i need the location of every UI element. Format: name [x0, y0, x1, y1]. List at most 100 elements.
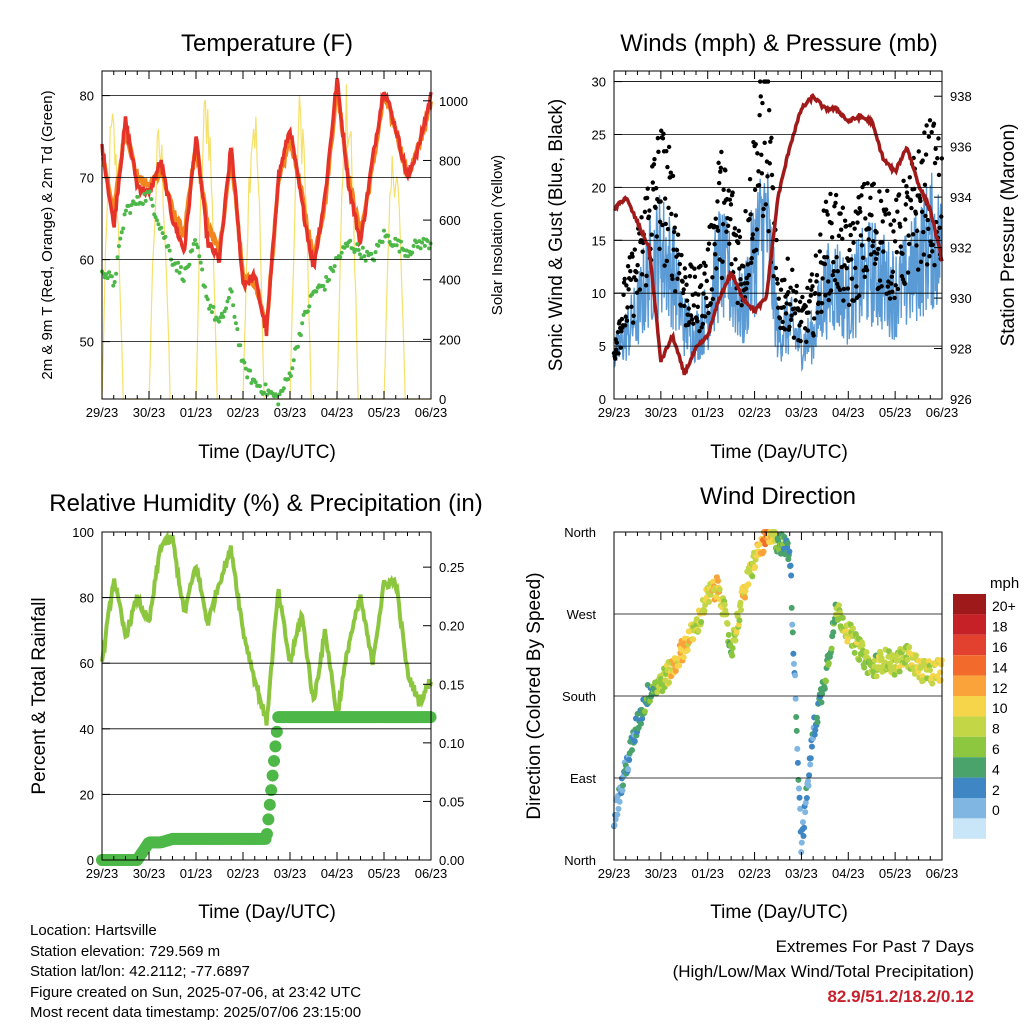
- extremes-subtitle: (High/Low/Max Wind/Total Precipitation): [672, 962, 974, 981]
- dewpoint-point: [231, 303, 236, 308]
- legend-label: 0: [992, 802, 1000, 818]
- direction-point: [793, 713, 800, 720]
- gust-point: [837, 287, 843, 293]
- gust-point: [871, 181, 876, 186]
- direction-point: [801, 824, 808, 831]
- gust-point: [915, 267, 921, 272]
- gust-point: [883, 212, 888, 217]
- humidity-xlabel: Time (Day/UTC): [198, 902, 336, 923]
- gust-point: [695, 319, 700, 324]
- dewpoint-point: [286, 377, 291, 382]
- wind-ytick-label: 20: [592, 180, 606, 195]
- gust-point: [792, 311, 798, 316]
- gust-point: [877, 189, 882, 194]
- gust-point: [859, 193, 864, 198]
- direction-point: [742, 588, 749, 595]
- gust-point: [708, 301, 713, 306]
- gust-point: [625, 263, 631, 269]
- gust-point: [768, 139, 773, 144]
- gust-point: [832, 277, 838, 283]
- direction-point: [839, 614, 846, 621]
- gust-point: [684, 298, 690, 303]
- sonic-wind-line: [613, 172, 943, 373]
- gust-point: [647, 208, 652, 213]
- gust-point: [705, 247, 711, 252]
- rh-ytick-right-label: 0.20: [439, 619, 464, 634]
- dewpoint-point: [376, 243, 381, 248]
- relative-humidity-line: [100, 530, 433, 726]
- gust-point: [805, 285, 810, 291]
- dewpoint-point: [181, 278, 186, 283]
- gust-point: [746, 272, 752, 278]
- direction-point: [891, 671, 898, 678]
- gust-point: [675, 276, 680, 282]
- temp-ytick-label: 60: [80, 253, 94, 268]
- gust-point: [823, 199, 829, 205]
- temp-xtick-label: 29/23: [86, 405, 119, 420]
- rh-xtick-label: 06/23: [415, 866, 448, 881]
- gust-point: [763, 202, 769, 207]
- gust-point: [926, 134, 932, 139]
- gust-point: [736, 240, 741, 246]
- direction-point: [849, 625, 856, 632]
- direction-point: [788, 572, 795, 579]
- dewpoint-point: [105, 276, 110, 281]
- legend-label: 16: [992, 639, 1008, 655]
- gust-point: [811, 316, 817, 321]
- gust-point: [687, 320, 692, 325]
- gust-point: [868, 252, 874, 257]
- direction-point: [724, 620, 731, 627]
- gust-point: [767, 161, 772, 166]
- gust-point: [782, 277, 787, 283]
- direction-point: [742, 594, 749, 601]
- wind-ytick-label: 30: [592, 75, 606, 90]
- gust-point: [634, 290, 640, 295]
- gust-point: [628, 277, 634, 283]
- gust-point: [710, 296, 716, 302]
- gust-point: [777, 316, 783, 321]
- temp-ytick-right-label: 1000: [439, 94, 468, 109]
- dewpoint-point: [362, 254, 367, 259]
- gust-point: [624, 318, 630, 323]
- gust-point: [850, 220, 856, 226]
- dir-ytick-label: South: [562, 689, 596, 704]
- dewpoint-point: [229, 289, 234, 294]
- gust-point: [759, 171, 765, 176]
- gust-point: [716, 160, 721, 166]
- dewpoint-point: [150, 203, 155, 208]
- gust-point: [640, 249, 645, 254]
- gust-point: [788, 317, 794, 323]
- temp-2m-line: [100, 77, 433, 337]
- direction-point: [821, 685, 828, 692]
- dewpoint-point: [263, 382, 268, 387]
- gust-point: [748, 260, 754, 266]
- dewpoint-point: [195, 245, 200, 250]
- gust-point: [715, 199, 720, 204]
- gust-point: [670, 173, 676, 179]
- gust-point: [829, 221, 834, 226]
- gust-point: [614, 347, 619, 352]
- legend-swatch: [953, 736, 986, 758]
- direction-point: [825, 660, 832, 667]
- gust-point: [680, 279, 685, 284]
- gust-point: [752, 187, 758, 192]
- gust-point: [910, 232, 916, 237]
- gust-point: [905, 270, 911, 275]
- direction-point: [737, 599, 744, 606]
- precip-point: [260, 828, 273, 841]
- dir-xtick-label: 01/23: [691, 866, 724, 881]
- dewpoint-point: [143, 198, 148, 203]
- gust-point: [876, 246, 881, 252]
- dewpoint-point: [225, 299, 230, 304]
- dewpoint-point: [410, 250, 415, 255]
- dewpoint-point: [122, 212, 127, 217]
- gust-point: [810, 284, 815, 289]
- dewpoint-point: [242, 360, 247, 365]
- gust-point: [895, 209, 900, 214]
- gust-point: [759, 152, 764, 157]
- wind-xtick-label: 30/23: [645, 405, 678, 420]
- gust-point: [819, 309, 824, 315]
- winds-ylabel-right: Station Pressure (Maroon): [998, 124, 1019, 347]
- gust-point: [677, 271, 682, 276]
- temperature-panel: Temperature (F) 29/23 30/23 01/23 02/23 03/2…: [39, 30, 506, 463]
